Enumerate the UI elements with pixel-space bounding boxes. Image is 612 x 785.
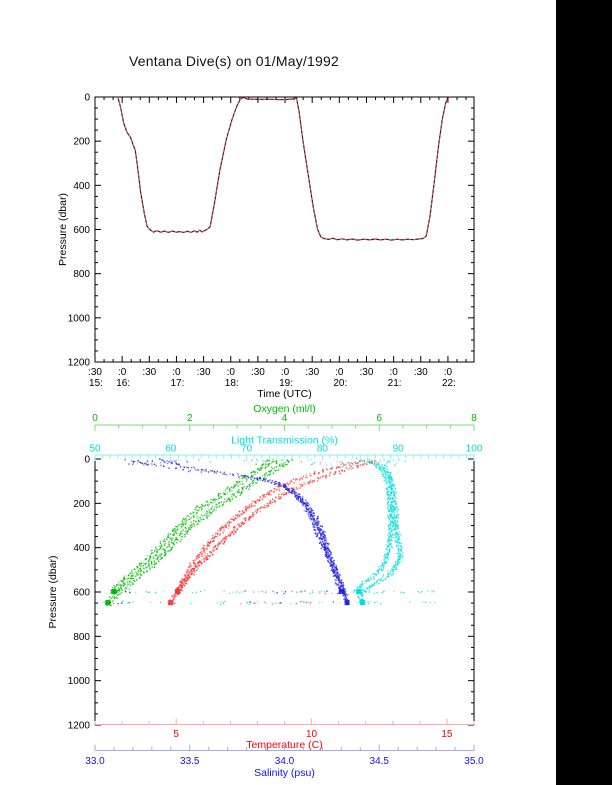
svg-text:5: 5 (173, 729, 179, 740)
svg-text:800: 800 (73, 269, 90, 280)
svg-text:34.5: 34.5 (370, 756, 390, 767)
svg-text:200: 200 (73, 499, 90, 510)
svg-text:80: 80 (317, 444, 329, 455)
svg-text::30: :30 (88, 367, 102, 378)
svg-text:10: 10 (306, 729, 318, 740)
svg-text:400: 400 (73, 181, 90, 192)
svg-text:8: 8 (471, 413, 477, 424)
svg-text:15:: 15: (89, 378, 103, 389)
svg-text::30: :30 (414, 367, 428, 378)
svg-text:20:: 20: (333, 378, 347, 389)
salinity-bottom-marker (338, 589, 344, 595)
svg-text::30: :30 (360, 367, 374, 378)
svg-text::0: :0 (172, 367, 181, 378)
oxygen-trace (105, 458, 293, 607)
chart-title: Ventana Dive(s) on 01/May/1992 (129, 53, 339, 69)
svg-text:Pressure (dbar): Pressure (dbar) (57, 193, 69, 266)
variables-pressure-plot: 0 200 400 600 800 1000 1200 Pressure (dbar) 0 2 4 6… (47, 403, 484, 779)
oxygen-axis: 0 2 4 6 8 Oxygen (ml/l) (92, 403, 477, 431)
svg-text:4: 4 (282, 413, 288, 424)
svg-text:800: 800 (73, 632, 90, 643)
svg-text:1200: 1200 (68, 358, 91, 369)
svg-text::30: :30 (197, 367, 211, 378)
svg-text:Salinity (psu): Salinity (psu) (254, 767, 315, 779)
svg-text:22:: 22: (442, 378, 456, 389)
svg-text:90: 90 (393, 444, 405, 455)
svg-text:50: 50 (89, 444, 101, 455)
salinity-trace (130, 458, 350, 606)
svg-text:70: 70 (241, 444, 253, 455)
svg-text::0: :0 (335, 367, 344, 378)
svg-text:18:: 18: (225, 378, 239, 389)
right-black-band (556, 0, 612, 785)
svg-text:600: 600 (73, 225, 90, 236)
svg-text:35.0: 35.0 (464, 756, 484, 767)
svg-text::30: :30 (251, 367, 265, 378)
svg-text:Pressure (dbar): Pressure (dbar) (47, 556, 59, 629)
svg-text::0: :0 (227, 367, 236, 378)
svg-text::30: :30 (305, 367, 319, 378)
svg-text:Light Transmission (%): Light Transmission (%) (231, 435, 338, 447)
svg-text::0: :0 (281, 367, 290, 378)
svg-text:100: 100 (466, 444, 483, 455)
svg-text:21:: 21: (388, 378, 402, 389)
light-transmission-trace (352, 457, 404, 606)
svg-text:1000: 1000 (68, 676, 91, 687)
svg-text:19:: 19: (279, 378, 293, 389)
svg-text:Time (UTC): Time (UTC) (257, 388, 311, 400)
oxygen-bottom-marker (111, 589, 117, 595)
bottom-noise-band (110, 589, 435, 595)
svg-text:6: 6 (376, 413, 382, 424)
svg-text:0: 0 (84, 93, 90, 104)
svg-text:2: 2 (187, 413, 193, 424)
svg-text:1000: 1000 (68, 313, 91, 324)
light-axis: 50 60 70 80 90 100 Light Transmission (%) (89, 435, 483, 461)
salinity-axis: 33.0 33.5 34.0 34.5 35.0 Salinity (psu) (85, 744, 484, 779)
svg-text:15: 15 (441, 729, 453, 740)
svg-text::30: :30 (142, 367, 156, 378)
svg-text::0: :0 (444, 367, 453, 378)
svg-text:16:: 16: (116, 378, 130, 389)
svg-text:60: 60 (165, 444, 177, 455)
svg-text:33.5: 33.5 (180, 756, 200, 767)
svg-text:0: 0 (84, 455, 90, 466)
svg-text:600: 600 (73, 588, 90, 599)
temperature-trace (167, 459, 376, 606)
svg-text:17:: 17: (170, 378, 184, 389)
svg-text:33.0: 33.0 (85, 756, 105, 767)
bottom-noise-band (103, 600, 436, 605)
svg-text:1200: 1200 (68, 721, 91, 732)
surface-noise-scatter (124, 458, 406, 466)
svg-text:0: 0 (92, 413, 98, 424)
svg-text:34.0: 34.0 (275, 756, 295, 767)
time-pressure-plot: :3015::016::30:017::30:018::30:019::30:0… (57, 93, 475, 400)
svg-text:200: 200 (73, 137, 90, 148)
svg-text:Oxygen (ml/l): Oxygen (ml/l) (253, 403, 315, 415)
svg-text::0: :0 (389, 367, 398, 378)
svg-text:400: 400 (73, 543, 90, 554)
svg-text::0: :0 (118, 367, 127, 378)
